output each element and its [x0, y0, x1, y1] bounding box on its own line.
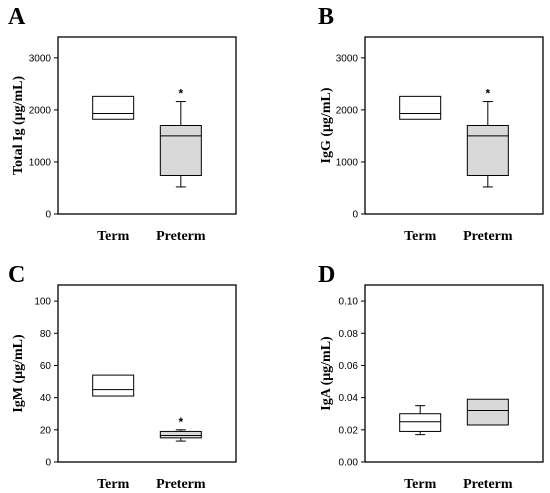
panel-c-preterm-box — [159, 430, 202, 439]
panel-a-xtick-term: Term — [97, 229, 129, 244]
panel-a-term-box — [92, 95, 135, 120]
panel-c-xtick-preterm: Preterm — [156, 477, 206, 492]
panel-a-xtick-preterm: Preterm — [156, 229, 206, 244]
panel-d-term-box — [399, 413, 442, 432]
panel-d-ytick-label: 0.10 — [339, 297, 359, 308]
panel-c-ytick-label: 60 — [40, 361, 52, 372]
panel-c-preterm-significance-marker: * — [178, 415, 183, 429]
panel-a-ytick-label: 0 — [45, 210, 51, 221]
panel-a-y-axis-title: Total Ig (μg/mL) — [11, 76, 26, 176]
panel-b: B 0 1000 2000 3000 IgG (μg/mL) Term Preterm * — [318, 4, 544, 244]
panel-d-ytick-label: 0.04 — [339, 393, 359, 404]
panel-d-preterm-box — [466, 398, 509, 426]
panel-b-ytick-label: 0 — [352, 210, 358, 221]
panel-b-preterm-significance-marker: * — [485, 87, 490, 101]
panel-d-ytick-label: 0.00 — [339, 458, 359, 469]
panel-a-ytick-label: 1000 — [29, 157, 52, 168]
panel-b-xtick-preterm: Preterm — [463, 229, 513, 244]
panel-b-y-axis-title: IgG (μg/mL) — [319, 87, 334, 163]
panel-b-ytick-label: 1000 — [336, 157, 359, 168]
panel-d-y-axis-title: IgA (μg/mL) — [319, 336, 334, 411]
panel-c-plot-frame — [57, 284, 237, 463]
panel-d-ytick-label: 0.08 — [339, 329, 359, 340]
panel-d-xtick-term: Term — [404, 477, 436, 492]
panel-a-letter: A — [8, 4, 26, 30]
panel-b-preterm-box — [466, 125, 509, 176]
panel-d-xtick-preterm: Preterm — [463, 477, 513, 492]
panel-b-ytick-label: 2000 — [336, 105, 359, 116]
panel-a-plot-frame — [57, 36, 237, 215]
panel-b-plot-frame — [364, 36, 544, 215]
panel-c-ytick-label: 100 — [34, 297, 51, 308]
panel-c-ytick-label: 20 — [40, 425, 52, 436]
panel-c: C 0 20 40 60 80 100 IgM (μg/mL) Term Preterm * — [8, 262, 237, 492]
panel-b-letter: B — [318, 4, 334, 30]
panel-c-letter: C — [8, 262, 25, 288]
panel-c-y-axis-title: IgM (μg/mL) — [11, 334, 26, 413]
panel-a-preterm-box — [159, 125, 202, 176]
panel-d: D 0.00 0.02 0.04 0.06 0.08 0.10 IgA (μg/mL) Term… — [318, 262, 544, 492]
panel-a-ytick-label: 2000 — [29, 105, 52, 116]
panel-a-ytick-label: 3000 — [29, 53, 52, 64]
panel-a-preterm-significance-marker: * — [178, 87, 183, 101]
panel-d-ytick-label: 0.02 — [339, 425, 359, 436]
panel-c-ytick-label: 40 — [40, 393, 52, 404]
panel-c-ytick-label: 80 — [40, 329, 52, 340]
panel-d-plot-frame — [364, 284, 544, 463]
panel-b-xtick-term: Term — [404, 229, 436, 244]
panel-d-ytick-label: 0.06 — [339, 361, 359, 372]
panel-b-term-box — [399, 95, 442, 120]
panel-d-letter: D — [318, 262, 335, 288]
panel-c-xtick-term: Term — [97, 477, 129, 492]
panel-c-term-box — [92, 374, 135, 397]
panel-c-ytick-label: 0 — [45, 458, 51, 469]
panel-b-ytick-label: 3000 — [336, 53, 359, 64]
panel-a: A 0 1000 2000 3000 Total Ig (μg/mL) Term Preter… — [8, 4, 237, 244]
